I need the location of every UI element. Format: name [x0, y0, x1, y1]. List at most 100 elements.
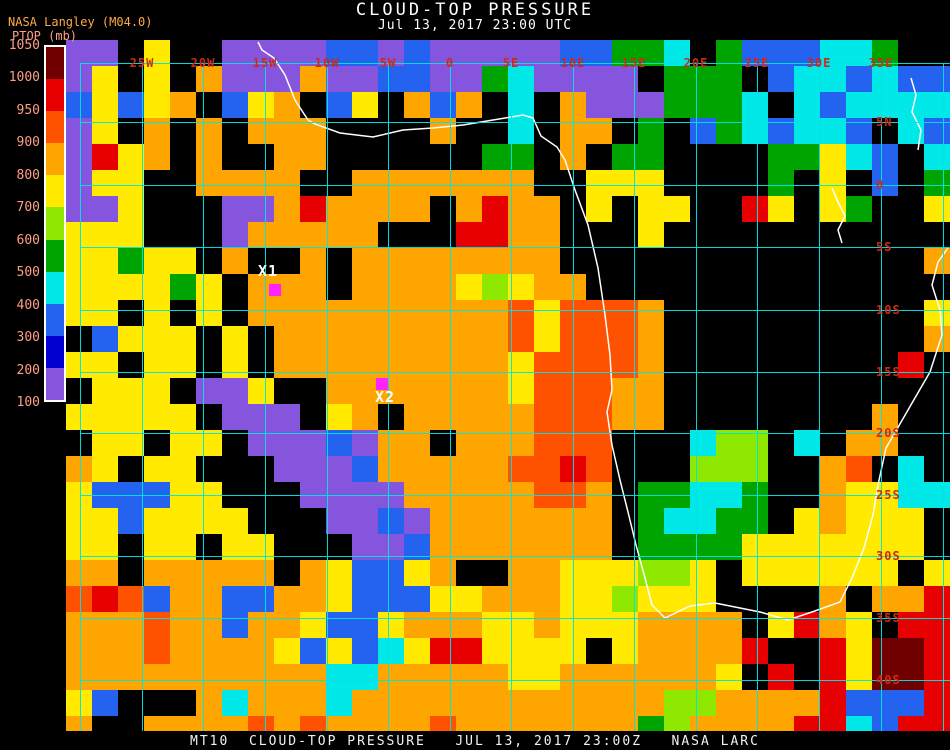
map-cell — [794, 92, 820, 118]
map-cell — [222, 248, 248, 274]
map-cell — [222, 586, 248, 612]
map-cell — [66, 716, 92, 731]
map-cell — [404, 40, 430, 66]
map-cell — [66, 196, 92, 222]
map-cell — [664, 196, 690, 222]
map-cell — [482, 274, 508, 300]
map-cell — [378, 716, 404, 731]
map-cell — [924, 92, 950, 118]
timestamp: Jul 13, 2017 23:00 UTC — [377, 18, 573, 33]
map-cell — [456, 66, 482, 92]
map-cell — [612, 716, 638, 731]
map-cell — [716, 92, 742, 118]
longitude-label: 5W — [379, 56, 397, 70]
map-cell — [456, 664, 482, 690]
map-cell — [768, 66, 794, 92]
map-cell — [430, 560, 456, 586]
map-cell — [404, 352, 430, 378]
map-cell — [482, 612, 508, 638]
map-cell — [326, 352, 352, 378]
map-cell — [430, 664, 456, 690]
map-cell — [118, 586, 144, 612]
map-cell — [508, 716, 534, 731]
map-cell — [898, 534, 924, 560]
map-cell — [118, 664, 144, 690]
map-cell — [482, 638, 508, 664]
map-cell — [742, 92, 768, 118]
map-cell — [430, 404, 456, 430]
map-cell — [196, 170, 222, 196]
map-cell — [924, 560, 950, 586]
map-cell — [872, 170, 898, 196]
map-cell — [170, 612, 196, 638]
map-cell — [66, 92, 92, 118]
map-cell — [248, 586, 274, 612]
map-cell — [92, 196, 118, 222]
coastline-layer — [257, 41, 949, 621]
longitude-label: 15W — [252, 56, 278, 70]
map-cell — [586, 456, 612, 482]
map-cell — [534, 612, 560, 638]
map-cell — [820, 456, 846, 482]
map-cell — [404, 404, 430, 430]
map-cell — [586, 352, 612, 378]
map-cell — [482, 508, 508, 534]
map-cell — [456, 300, 482, 326]
map-cell — [846, 638, 872, 664]
map-cell — [482, 40, 508, 66]
map-cell — [924, 326, 950, 352]
map-cell — [196, 586, 222, 612]
map-cell — [820, 690, 846, 716]
map-cell — [508, 534, 534, 560]
map-cell — [430, 170, 456, 196]
map-cell — [924, 638, 950, 664]
map-cell — [118, 612, 144, 638]
marker-label-x2: X2 — [375, 388, 396, 406]
map-cell — [534, 326, 560, 352]
map-cell — [924, 664, 950, 690]
map-cell — [170, 508, 196, 534]
map-cell — [716, 716, 742, 731]
map-cell — [170, 352, 196, 378]
map-cell — [144, 638, 170, 664]
map-cell — [66, 66, 92, 92]
map-cell — [274, 612, 300, 638]
map-cell — [326, 404, 352, 430]
map-cell — [430, 690, 456, 716]
map-cell — [300, 300, 326, 326]
map-cell — [430, 300, 456, 326]
map-cell — [430, 716, 456, 731]
map-cell — [456, 430, 482, 456]
map-cell — [430, 586, 456, 612]
map-cell — [872, 404, 898, 430]
map-cell — [716, 66, 742, 92]
map-cell — [664, 92, 690, 118]
map-cell — [170, 716, 196, 731]
map-cell — [274, 404, 300, 430]
map-cell — [92, 456, 118, 482]
map-cell — [638, 404, 664, 430]
map-cell — [222, 716, 248, 731]
map-cell — [794, 716, 820, 731]
grid-vline — [696, 63, 697, 731]
map-cell — [326, 222, 352, 248]
map-cell — [872, 534, 898, 560]
map-cell — [534, 274, 560, 300]
grid-hline — [80, 680, 950, 681]
map-cell — [404, 612, 430, 638]
map-cell — [586, 534, 612, 560]
map-cell — [66, 404, 92, 430]
map-cell — [222, 534, 248, 560]
longitude-label: 30E — [806, 56, 832, 70]
map-cell — [742, 534, 768, 560]
map-cell — [222, 690, 248, 716]
map-cell — [300, 716, 326, 731]
map-cell — [534, 430, 560, 456]
map-cell — [378, 430, 404, 456]
map-cell — [352, 430, 378, 456]
map-cell — [664, 690, 690, 716]
map-cell — [352, 196, 378, 222]
colorbar-tick: 950 — [16, 102, 40, 118]
map-cell — [222, 170, 248, 196]
